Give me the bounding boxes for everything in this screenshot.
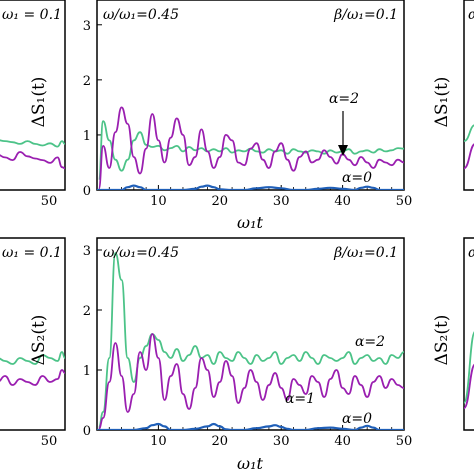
plot-area-left-bottom (0, 351, 65, 386)
xtick-left-bottom-50: 50 (41, 434, 58, 449)
panel-right-bottom: ΔS₂(t) α (432, 237, 474, 431)
panel-right-top: ΔS₁(t) α (432, 0, 474, 191)
series-line-center-top-alpha1 (97, 106, 404, 190)
ytick-label-center-bottom-3: 3 (83, 244, 91, 259)
ytick-label-center-bottom-1: 1 (83, 364, 91, 379)
frame-left-bottom (0, 237, 66, 431)
ylabel-center-top: ΔS₁(t) (29, 77, 49, 128)
xtick-label-center-top-40: 40 (334, 194, 351, 209)
ytick-label-center-top-3: 3 (83, 19, 91, 34)
series-line-center-bottom-alpha1 (98, 333, 404, 430)
xtick-label-center-bottom-30: 30 (273, 434, 290, 449)
series-line-center-top-alpha0 (97, 184, 404, 190)
annotation-beta-center-top: β/ω₁=0.1 (333, 7, 398, 23)
panel-left-top: ω₁ = 0.1 50 (0, 0, 66, 209)
annotation-beta-center-bottom: β/ω₁=0.1 (333, 245, 398, 261)
annotation-left-top: ω₁ = 0.1 (2, 7, 62, 23)
annotation-omega-center-top: ω/ω₁=0.45 (103, 7, 179, 23)
ylabel-right-bottom: ΔS₂(t) (432, 315, 452, 366)
ytick-label-center-bottom-2: 2 (83, 304, 91, 319)
xtick-label-center-top-50: 50 (396, 194, 413, 209)
series-label-alpha1-bottom: α=1 (285, 391, 315, 407)
ylabel-center-bottom: ΔS₂(t) (29, 315, 49, 366)
xtick-label-center-bottom-40: 40 (334, 434, 351, 449)
plot-area-right-bottom (464, 331, 474, 409)
panel-center-top: 10 20 30 40 50 0 1 2 3 ω/ω₁=0.45 β/ω₁=0.1 ΔS₁(t)… (29, 0, 412, 232)
xtick-label-center-bottom-10: 10 (150, 434, 167, 449)
xlabel-center-bottom: ω₁t (237, 454, 263, 473)
frame-left-top (0, 0, 66, 191)
series-line-left-top-alpha2 (0, 139, 65, 148)
annotation-right-bottom: α (468, 245, 474, 261)
annotation-right-top: α (468, 7, 474, 23)
panel-left-bottom: ω₁ = 0.1 50 (0, 237, 66, 449)
ticks-center-bottom: 10 20 30 40 50 0 1 2 3 (83, 244, 413, 449)
xtick-left-top-50: 50 (41, 194, 58, 209)
xlabel-center-top: ω₁t (237, 213, 263, 232)
series-line-left-bottom-alpha2 (0, 351, 65, 365)
ytick-label-center-top-2: 2 (83, 74, 91, 89)
xtick-label-center-bottom-20: 20 (212, 434, 229, 449)
plot-area-center-bottom (97, 252, 404, 430)
ytick-label-center-bottom-0: 0 (83, 424, 91, 439)
panel-center-bottom: 10 20 30 40 50 0 1 2 3 ω/ω₁=0.45 β/ω₁=0.1 ΔS₂(t)… (29, 237, 413, 473)
series-label-alpha2-top: α=2 (329, 91, 359, 107)
xtick-label-center-top-10: 10 (150, 194, 167, 209)
series-label-alpha2-bottom: α=2 (355, 334, 385, 350)
frame-right-bottom (463, 237, 474, 431)
frame-right-top (463, 0, 474, 191)
xtick-label-center-top-30: 30 (273, 194, 290, 209)
annotation-left-bottom: ω₁ = 0.1 (2, 245, 62, 261)
xtick-label-center-bottom-50: 50 (396, 434, 413, 449)
plot-area-left-top (0, 139, 65, 170)
ytick-label-center-top-0: 0 (83, 184, 91, 199)
series-line-left-top-alpha1 (0, 151, 65, 170)
plot-area-right-top (464, 124, 474, 170)
annotation-omega-center-bottom: ω/ω₁=0.45 (103, 245, 179, 261)
series-line-left-bottom-alpha1 (0, 369, 65, 386)
arrow-alpha2-top (338, 111, 348, 156)
series-label-alpha0-top: α=0 (342, 170, 372, 186)
series-line-center-bottom-alpha2 (97, 252, 404, 428)
xtick-label-center-top-20: 20 (212, 194, 229, 209)
plot-area-center-top (97, 106, 404, 190)
series-line-center-bottom-alpha0 (97, 422, 404, 430)
series-label-alpha0-bottom: α=0 (342, 411, 372, 427)
ylabel-right-top: ΔS₁(t) (432, 77, 452, 128)
ytick-label-center-top-1: 1 (83, 129, 91, 144)
series-line-right-bottom-alpha2 (464, 331, 474, 404)
